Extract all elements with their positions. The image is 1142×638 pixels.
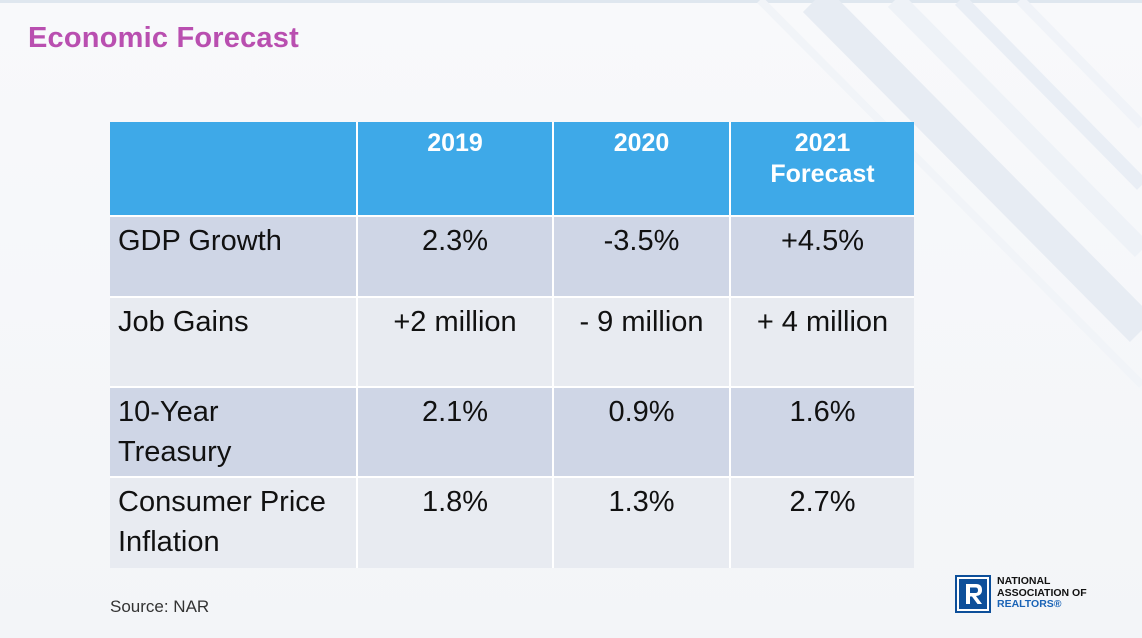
- header-2021-label: 2021: [794, 129, 851, 157]
- cell-cpi-2019: 1.8%: [357, 477, 554, 568]
- logo-line-3: REALTORS®: [997, 598, 1062, 610]
- row-label-text: Job Gains: [118, 306, 249, 339]
- header-2020: 2020: [553, 122, 731, 217]
- row-label-text-line-2: Inflation: [118, 526, 220, 559]
- top-rule: [0, 0, 1142, 3]
- header-2020-label: 2020: [613, 129, 670, 157]
- logo-line-1: NATIONAL: [997, 575, 1051, 587]
- cell-cpi-2021: 2.7%: [730, 477, 914, 568]
- forecast-table-container: 2019 2020 2021 Forecast GDP Growth: [110, 122, 914, 568]
- row-label-10-year-treasury: 10-Year Treasury: [110, 386, 358, 479]
- table-row-10-year-treasury: 10-Year Treasury 2.1% 0.9% 1.6%: [110, 386, 914, 479]
- cell-cpi-2020: 1.3%: [553, 477, 731, 568]
- cell-jobs-2020: - 9 million: [553, 297, 731, 388]
- cell-treasury-2020: 0.9%: [553, 386, 731, 479]
- cell-treasury-2021: 1.6%: [730, 386, 914, 479]
- row-label-consumer-price-inflation: Consumer Price Inflation: [110, 477, 358, 568]
- row-label-gdp-growth: GDP Growth: [110, 216, 358, 299]
- cell-gdp-2021: +4.5%: [730, 216, 914, 299]
- cell-jobs-2019: +2 million: [357, 297, 554, 388]
- cell-gdp-2019: 2.3%: [357, 216, 554, 299]
- row-label-text-line-1: 10-Year: [118, 395, 219, 428]
- cell-jobs-2021: + 4 million: [730, 297, 914, 388]
- table-row-gdp-growth: GDP Growth 2.3% -3.5% +4.5%: [110, 216, 914, 299]
- header-corner-cell: [110, 122, 358, 217]
- header-2019: 2019: [357, 122, 554, 217]
- logo-line-2: ASSOCIATION OF: [997, 586, 1087, 599]
- row-label-text-line-2: Treasury: [118, 435, 232, 468]
- slide-title: Economic Forecast: [28, 22, 299, 54]
- row-label-text: GDP Growth: [118, 225, 282, 257]
- header-row: 2019 2020 2021 Forecast: [110, 122, 914, 217]
- table-row-consumer-price-inflation: Consumer Price Inflation 1.8% 1.3% 2.7%: [110, 477, 914, 568]
- header-2021-forecast: 2021 Forecast: [730, 122, 914, 217]
- row-label-job-gains: Job Gains: [110, 297, 358, 388]
- row-label-text-line-1: Consumer Price: [118, 486, 326, 519]
- realtor-r-icon: [955, 575, 991, 613]
- source-note: Source: NAR: [110, 597, 210, 616]
- cell-treasury-2019: 2.1%: [357, 386, 554, 479]
- logo-wordmark: NATIONAL ASSOCIATION OF REALTORS®: [997, 575, 1127, 611]
- nar-logo: NATIONAL ASSOCIATION OF REALTORS®: [955, 575, 1125, 619]
- header-forecast-label: Forecast: [770, 160, 875, 188]
- cell-gdp-2020: -3.5%: [553, 216, 731, 299]
- table-row-job-gains: Job Gains +2 million - 9 million + 4 mil…: [110, 297, 914, 388]
- header-2019-label: 2019: [427, 129, 483, 157]
- forecast-table: 2019 2020 2021 Forecast GDP Growth: [110, 122, 914, 568]
